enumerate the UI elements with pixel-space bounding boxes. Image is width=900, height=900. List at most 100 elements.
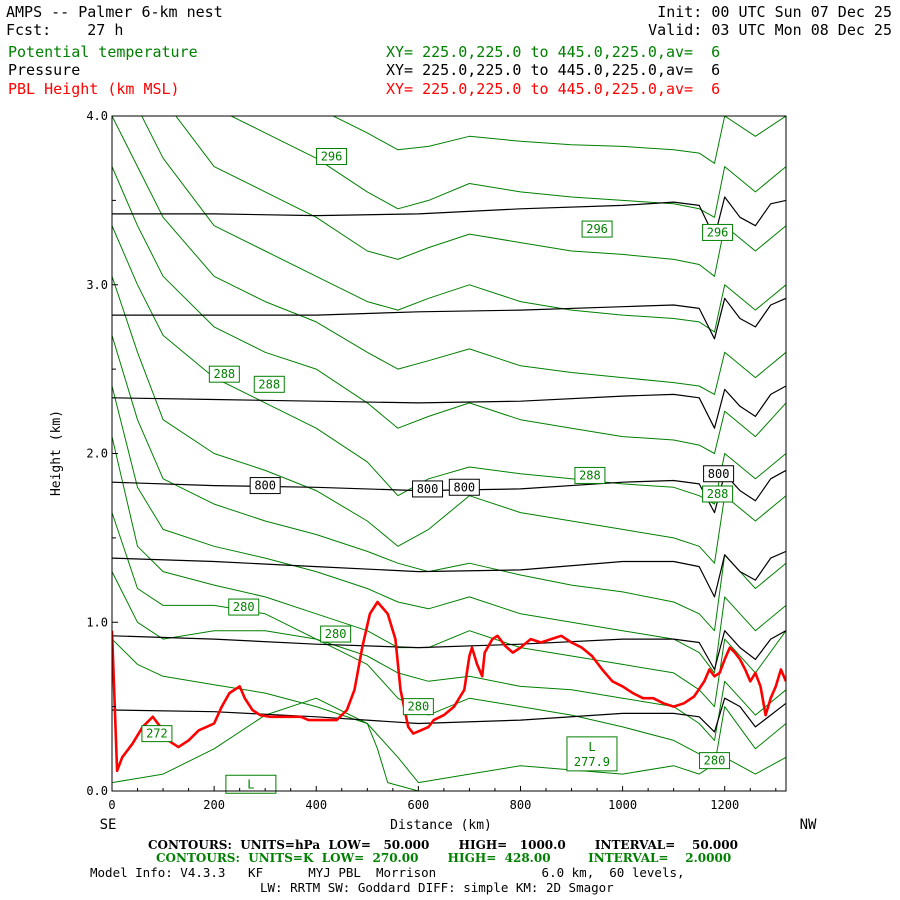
contour-label: 280 [228,598,260,616]
theta-contours [112,116,786,791]
forecast-label: Fcst: [6,21,52,39]
y-axis-title: Height (km) [49,410,64,496]
series-theta-288-k [112,385,786,674]
contour-label-box [402,698,434,716]
series-theta-282-k [112,571,786,767]
x-tick-label: 400 [305,798,327,812]
field-theta-xy: XY= 225.0,225.0 to 445.0,225.0,av= 6 [386,43,721,61]
x-tick-label: 1200 [710,798,739,812]
header-title: AMPS -- Palmer 6-km nest [6,3,223,21]
contour-label-box [702,485,734,503]
contour-label-text: 288 [213,367,235,381]
contour-label: 800 [412,480,444,498]
series-pressure-850-hpa [112,550,786,598]
forecast-hour: Fcst: 27 h [6,21,123,39]
footer-pressure-contours: CONTOURS: UNITS=hPa LOW= 50.000 HIGH= 10… [148,838,738,852]
contour-label-text: 800 [708,467,730,481]
contour-label-text: 288 [258,377,280,391]
contour-label-text: 800 [254,479,276,493]
plot-frame [111,115,787,792]
series-theta-302-k [175,116,786,277]
footer-model-info-2: LW: RRTM SW: Goddard DIFF: simple KM: 2D… [260,880,614,895]
series-pressure-800-hpa [112,469,786,514]
contour-label-box [703,465,735,483]
series-theta-304-k [229,116,786,218]
contour-label-box [581,220,613,238]
field-theta-name: Potential temperature [8,43,198,61]
contour-label: 280 [699,752,731,770]
series-pressure-650-hpa [112,196,786,239]
series-pressure-750-hpa [112,385,786,429]
contour-label-text: 288 [707,487,729,501]
series-theta-300-k [141,116,786,333]
footer-theta-contours: CONTOURS: UNITS=K LOW= 270.00 HIGH= 428.… [156,851,732,865]
contour-label: 800 [448,478,480,496]
low-marker-value: 277.9 [574,755,610,769]
contour-label: 296 [316,148,348,165]
contour-label: 800 [703,465,735,483]
y-tick-label: 4.0 [86,109,108,123]
contour-label: 296 [581,220,613,238]
y-tick-label: 3.0 [86,278,108,292]
field-pressure-xy: XY= 225.0,225.0 to 445.0,225.0,av= 6 [386,61,721,79]
series-theta-284-k [112,512,786,741]
contour-label-text: 296 [586,222,608,236]
y-tick-label: 2.0 [86,447,108,461]
contour-label-box [574,466,606,484]
x-right-end-label: NW [800,817,817,833]
contour-label: 296 [702,223,734,241]
low-marker: L [225,774,277,794]
contour-label: 280 [320,625,352,643]
forecast-value: 27 h [87,21,124,39]
contour-label-text: 280 [233,600,255,614]
pbl-height-line [112,600,786,773]
low-marker-box [566,736,618,772]
series-theta-290-k [112,335,786,632]
contour-label: 288 [253,375,285,393]
contour-label-text: 280 [408,700,430,714]
footer-model-info: Model Info: V4.3.3 KF MYJ PBL Morrison 6… [90,865,685,880]
field-pbl-xy: XY= 225.0,225.0 to 445.0,225.0,av= 6 [386,80,721,98]
series-pbl-height-km-msl [112,600,786,773]
x-tick-label: 800 [510,798,532,812]
contour-label-text: 296 [321,150,343,164]
contour-label-text: 800 [453,480,475,494]
contour-label-box [702,223,734,241]
pressure-contours [112,196,786,733]
contour-label-box [208,365,240,383]
contour-label-box [316,148,348,165]
low-marker-symbol: L [588,740,595,754]
series-theta-298-k [112,116,786,395]
series-theta-286-k [112,436,786,708]
contour-label-box [320,625,352,643]
contour-labels: 296 296 296 288 288 288 288 280 280 280 280 272 800 8… [141,148,735,794]
contour-label-box [141,725,173,743]
y-tick-label: 0.0 [86,784,108,798]
contour-label: 288 [208,365,240,383]
series-theta-276-k [112,697,786,791]
series-pressure-900-hpa [112,630,786,671]
contour-label-box [253,375,285,393]
low-marker-symbol: L [247,777,254,791]
series-theta-296-k [112,166,786,454]
contour-label-text: 288 [579,468,601,482]
x-tick-label: 0 [108,798,115,812]
x-left-end-label: SE [100,817,117,833]
x-tick-label: 1000 [608,798,637,812]
x-tick-label: 200 [203,798,225,812]
series-theta-306-k [332,116,786,164]
contour-label: 288 [574,466,606,484]
contour-label-text: 272 [146,727,168,741]
init-time: Init: 00 UTC Sun 07 Dec 25 [657,3,892,21]
x-tick-label: 600 [408,798,430,812]
series-pressure-950-hpa [112,697,786,733]
contour-label-text: 800 [417,482,439,496]
series-pressure-700-hpa [112,297,786,340]
contour-label-text: 296 [707,225,729,239]
contour-label-box [249,477,281,495]
contour-label-box [228,598,260,616]
contour-label: 288 [702,485,734,503]
contour-label: 272 [141,725,173,743]
y-tick-label: 1.0 [86,615,108,629]
